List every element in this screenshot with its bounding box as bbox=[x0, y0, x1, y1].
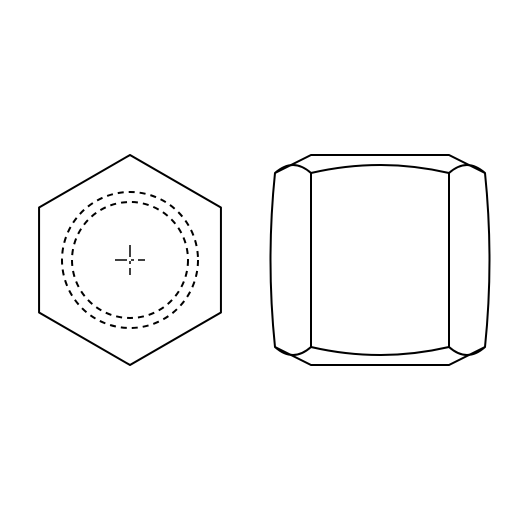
top-chamfer-arc-right bbox=[449, 165, 485, 173]
hidden-circle-inner bbox=[72, 202, 188, 318]
bot-chamfer-arc-right bbox=[449, 347, 485, 355]
top-chamfer-arc-mid bbox=[311, 165, 449, 173]
top-chamfer-arc-left bbox=[275, 165, 311, 173]
hex-nut-diagram bbox=[0, 0, 520, 520]
hex-nut-top-view bbox=[39, 155, 221, 365]
bot-chamfer-arc-mid bbox=[311, 347, 449, 355]
bot-chamfer-arc-left bbox=[275, 347, 311, 355]
side-outline bbox=[271, 155, 490, 365]
hexagon-outline bbox=[39, 155, 221, 365]
hex-nut-side-view bbox=[271, 155, 490, 365]
hidden-circle-outer bbox=[62, 192, 198, 328]
